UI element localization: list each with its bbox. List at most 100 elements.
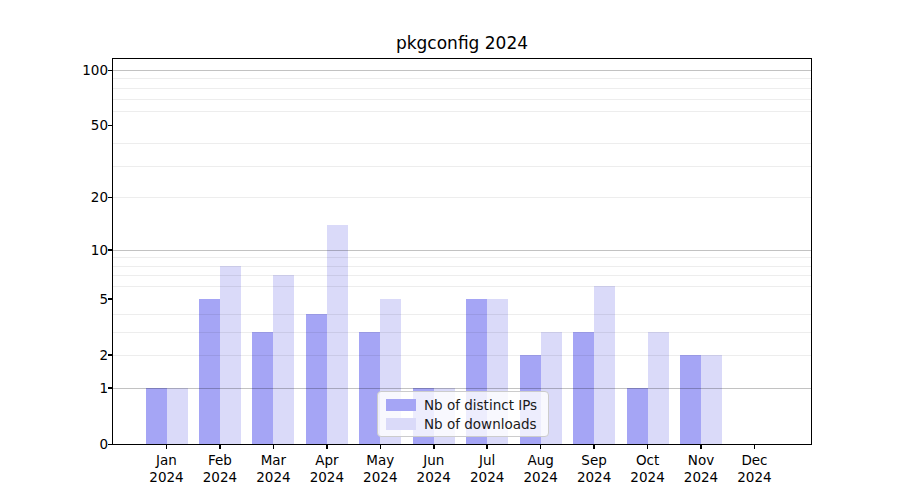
gridline-minor	[113, 78, 811, 79]
y-tick-label: 50	[48, 117, 108, 133]
gridline-minor	[113, 166, 811, 167]
x-tick-month: Jun	[404, 452, 464, 469]
gridline-minor	[113, 111, 811, 112]
legend-row: Nb of distinct IPs	[386, 397, 548, 413]
bar-downloads-sep	[594, 286, 615, 444]
bar-downloads-nov	[701, 355, 722, 444]
gridline-minor	[113, 143, 811, 144]
y-tick-label: 1	[48, 380, 108, 396]
bar-ips-oct	[627, 388, 648, 444]
x-tick-label: Jan2024	[137, 452, 197, 486]
bar-downloads-mar	[273, 275, 294, 444]
x-tick-label: Mar2024	[243, 452, 303, 486]
y-tick	[108, 354, 113, 356]
x-tick-label: Aug2024	[511, 452, 571, 486]
bar-downloads-jan	[167, 388, 188, 444]
x-tick-year: 2024	[564, 469, 624, 486]
x-tick-label: Feb2024	[190, 452, 250, 486]
x-tick-year: 2024	[618, 469, 678, 486]
x-tick-label: Oct2024	[618, 452, 678, 486]
x-tick-year: 2024	[457, 469, 517, 486]
gridline-minor	[113, 332, 811, 333]
x-tick	[540, 444, 542, 449]
gridline-major	[113, 388, 811, 389]
legend-label: Nb of distinct IPs	[424, 397, 537, 413]
x-tick-label: Apr2024	[297, 452, 357, 486]
x-tick	[166, 444, 168, 449]
gridline-minor	[113, 286, 811, 287]
x-tick-month: Mar	[243, 452, 303, 469]
x-tick-month: Nov	[671, 452, 731, 469]
x-tick	[593, 444, 595, 449]
x-tick-month: Jan	[137, 452, 197, 469]
x-tick-month: Sep	[564, 452, 624, 469]
y-tick	[108, 444, 113, 446]
x-tick-year: 2024	[511, 469, 571, 486]
x-tick-month: Jul	[457, 452, 517, 469]
bar-ips-feb	[199, 299, 220, 444]
x-tick-year: 2024	[404, 469, 464, 486]
plot-area: Nb of distinct IPsNb of downloads 012510…	[113, 59, 811, 444]
x-tick-year: 2024	[190, 469, 250, 486]
y-tick	[108, 387, 113, 389]
gridline-minor	[113, 88, 811, 89]
y-tick-label: 0	[48, 436, 108, 452]
x-tick-month: Feb	[190, 452, 250, 469]
legend-row: Nb of downloads	[386, 416, 548, 432]
y-tick	[108, 298, 113, 300]
x-tick	[219, 444, 221, 449]
gridline-minor	[113, 197, 811, 198]
y-tick-label: 100	[48, 62, 108, 78]
y-tick-label: 5	[48, 291, 108, 307]
x-tick-month: Oct	[618, 452, 678, 469]
gridline-minor	[113, 257, 811, 258]
x-tick-year: 2024	[724, 469, 784, 486]
y-tick	[108, 197, 113, 199]
gridline-major	[113, 250, 811, 251]
y-tick-label: 2	[48, 347, 108, 363]
gridline-minor	[113, 275, 811, 276]
legend-swatch-distinct-ips	[386, 399, 416, 411]
x-tick	[647, 444, 649, 449]
x-tick-month: Dec	[724, 452, 784, 469]
y-tick	[108, 125, 113, 127]
gridline-minor	[113, 314, 811, 315]
y-tick-label: 10	[48, 242, 108, 258]
gridline-major	[113, 70, 811, 71]
legend-swatch-downloads	[386, 418, 416, 430]
gridline-minor	[113, 355, 811, 356]
x-tick-month: May	[350, 452, 410, 469]
x-tick-year: 2024	[243, 469, 303, 486]
x-tick-label: Jul2024	[457, 452, 517, 486]
x-tick-year: 2024	[671, 469, 731, 486]
gridline-minor	[113, 266, 811, 267]
bar-ips-apr	[306, 314, 327, 444]
chart-title: pkgconfig 2024	[113, 33, 811, 53]
y-tick	[108, 249, 113, 251]
x-tick-label: Sep2024	[564, 452, 624, 486]
x-tick-label: Nov2024	[671, 452, 731, 486]
y-tick	[108, 70, 113, 72]
x-tick-label: May2024	[350, 452, 410, 486]
x-tick-year: 2024	[350, 469, 410, 486]
x-tick-year: 2024	[297, 469, 357, 486]
x-tick	[273, 444, 275, 449]
bar-ips-nov	[680, 355, 701, 444]
legend: Nb of distinct IPs Nb of downloads	[377, 391, 549, 437]
x-tick-month: Apr	[297, 452, 357, 469]
x-tick-year: 2024	[137, 469, 197, 486]
x-tick-month: Aug	[511, 452, 571, 469]
x-tick	[754, 444, 756, 449]
y-tick-label: 20	[48, 189, 108, 205]
x-tick	[486, 444, 488, 449]
x-tick	[433, 444, 435, 449]
x-tick-label: Dec2024	[724, 452, 784, 486]
bar-ips-jan	[146, 388, 167, 444]
x-tick	[380, 444, 382, 449]
x-tick	[700, 444, 702, 449]
gridline-minor	[113, 99, 811, 100]
x-tick	[326, 444, 328, 449]
x-tick-label: Jun2024	[404, 452, 464, 486]
legend-label: Nb of downloads	[424, 416, 537, 432]
figure: pkgconfig 2024 Nb of distinct IPsNb of d…	[0, 0, 900, 500]
